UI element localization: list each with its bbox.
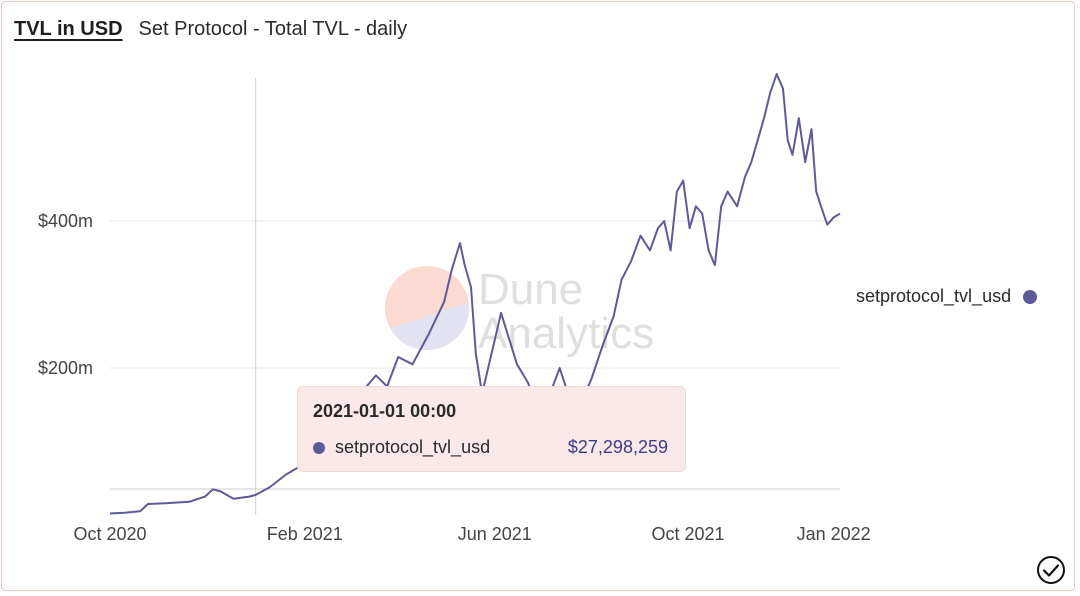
x-tick-label: Feb 2021 bbox=[267, 524, 343, 544]
x-tick-label: Oct 2021 bbox=[651, 524, 724, 544]
y-tick-label: $200m bbox=[38, 358, 93, 378]
x-axis: Oct 2020 Feb 2021 Jun 2021 Oct 2021 Jan 2022 bbox=[73, 524, 870, 544]
legend-dot-icon bbox=[1023, 289, 1038, 304]
tab-tvl-in-usd[interactable]: TVL in USD bbox=[14, 18, 123, 40]
x-tick-label: Jan 2022 bbox=[797, 524, 871, 544]
dune-logo-icon bbox=[385, 266, 469, 350]
tooltip-value: $27,298,259 bbox=[567, 437, 668, 457]
x-tick-label: Oct 2020 bbox=[73, 524, 146, 544]
tooltip-series-name: setprotocol_tvl_usd bbox=[335, 437, 491, 457]
x-tick-label: Jun 2021 bbox=[458, 524, 532, 544]
y-tick-label: $400m bbox=[38, 211, 93, 231]
legend-label: setprotocol_tvl_usd bbox=[856, 286, 1012, 306]
chart-subtitle: Set Protocol - Total TVL - daily bbox=[138, 18, 408, 40]
tooltip-dot-icon bbox=[313, 441, 325, 454]
dune-watermark: Dune Analytics bbox=[385, 265, 654, 358]
chart-header: TVL in USD Set Protocol - Total TVL - da… bbox=[14, 18, 407, 41]
tooltip-row: setprotocol_tvl_usd $27,298,259 bbox=[313, 437, 668, 458]
tooltip: 2021-01-01 00:00 setprotocol_tvl_usd $27… bbox=[297, 386, 686, 472]
tooltip-date: 2021-01-01 00:00 bbox=[313, 401, 457, 421]
series-line[interactable] bbox=[109, 73, 841, 515]
watermark-line2: Analytics bbox=[478, 309, 654, 358]
grid bbox=[110, 220, 840, 490]
legend[interactable]: setprotocol_tvl_usd bbox=[856, 286, 1038, 307]
y-axis: $200m $400m bbox=[38, 211, 93, 378]
check-circle-icon[interactable] bbox=[1036, 555, 1066, 585]
watermark-line1: Dune bbox=[478, 265, 583, 314]
